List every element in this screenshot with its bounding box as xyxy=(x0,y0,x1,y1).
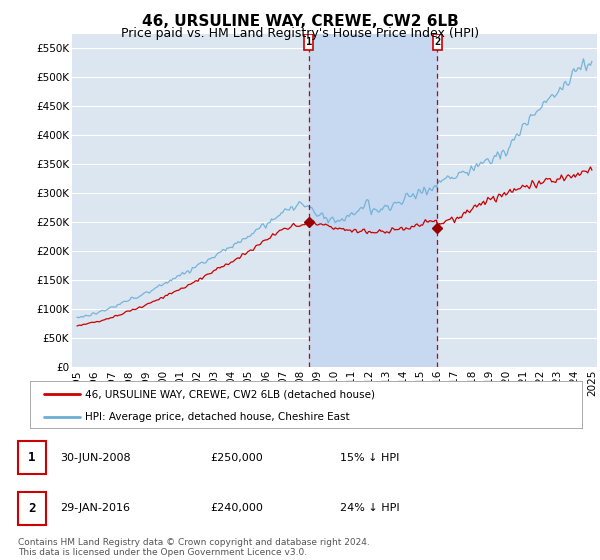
Text: 46, URSULINE WAY, CREWE, CW2 6LB (detached house): 46, URSULINE WAY, CREWE, CW2 6LB (detach… xyxy=(85,389,375,399)
Text: £240,000: £240,000 xyxy=(210,503,263,513)
Text: 30-JUN-2008: 30-JUN-2008 xyxy=(60,453,131,463)
Text: 2: 2 xyxy=(434,37,440,46)
Text: 29-JAN-2016: 29-JAN-2016 xyxy=(60,503,130,513)
FancyBboxPatch shape xyxy=(433,34,442,50)
Text: Contains HM Land Registry data © Crown copyright and database right 2024.
This d: Contains HM Land Registry data © Crown c… xyxy=(18,538,370,557)
Text: 46, URSULINE WAY, CREWE, CW2 6LB: 46, URSULINE WAY, CREWE, CW2 6LB xyxy=(142,14,458,29)
Text: Price paid vs. HM Land Registry's House Price Index (HPI): Price paid vs. HM Land Registry's House … xyxy=(121,27,479,40)
Text: 2: 2 xyxy=(28,502,36,515)
FancyBboxPatch shape xyxy=(18,492,46,525)
Text: £250,000: £250,000 xyxy=(210,453,263,463)
Text: 1: 1 xyxy=(305,37,312,46)
Text: 1: 1 xyxy=(28,451,36,464)
Text: 24% ↓ HPI: 24% ↓ HPI xyxy=(340,503,400,513)
FancyBboxPatch shape xyxy=(18,441,46,474)
Text: 15% ↓ HPI: 15% ↓ HPI xyxy=(340,453,400,463)
Text: HPI: Average price, detached house, Cheshire East: HPI: Average price, detached house, Ches… xyxy=(85,412,350,422)
Bar xyxy=(309,34,437,367)
FancyBboxPatch shape xyxy=(304,34,313,50)
